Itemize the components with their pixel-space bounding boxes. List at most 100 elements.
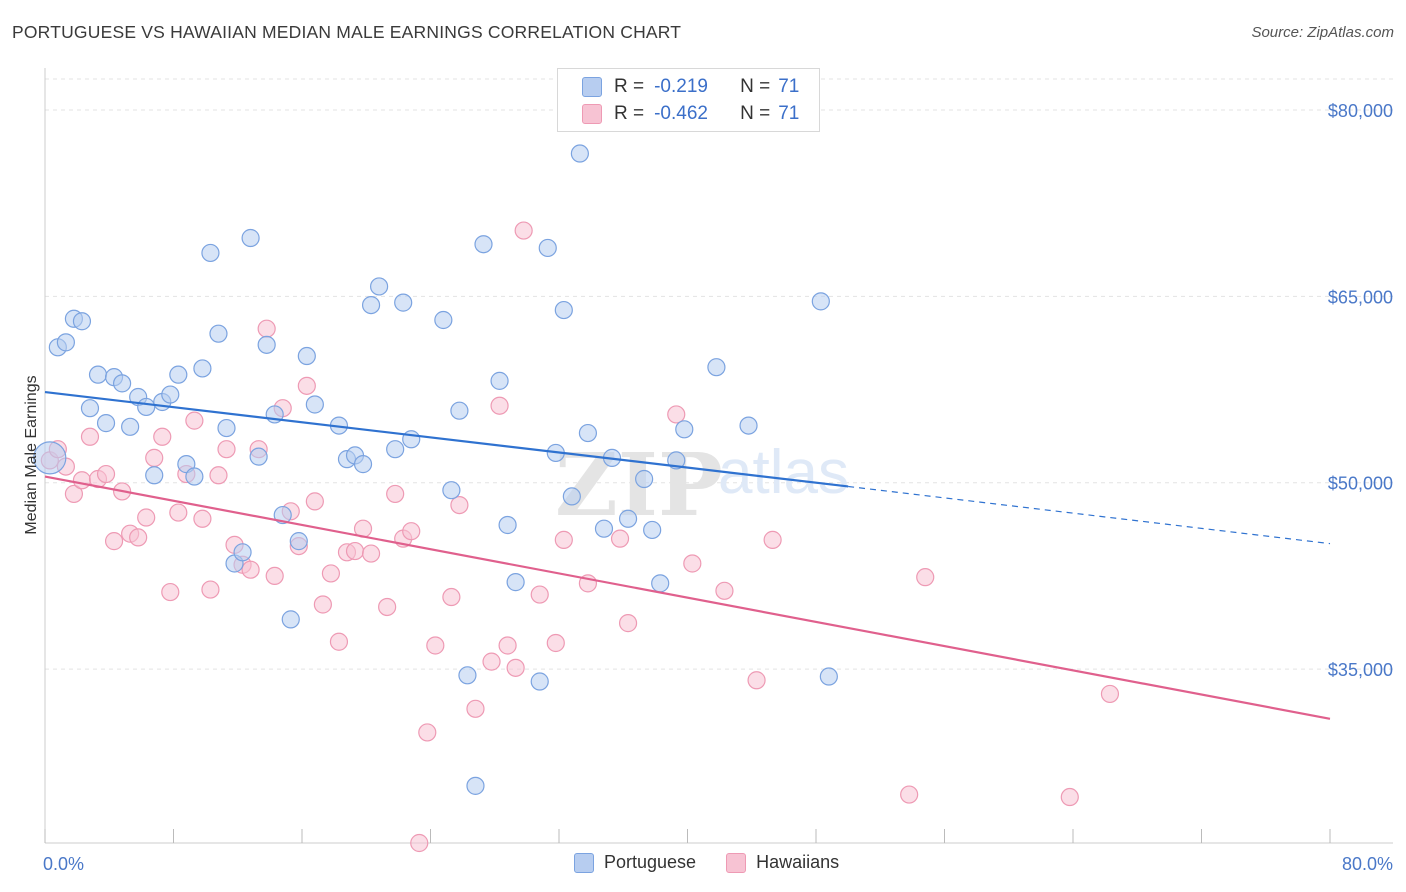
portuguese-point bbox=[450, 401, 469, 420]
trend-lines bbox=[44, 390, 1331, 720]
hawaiians-point bbox=[145, 448, 164, 467]
legend-swatch-hawaiians bbox=[726, 852, 747, 873]
hawaiians-point bbox=[442, 587, 461, 607]
y-tick-label: $50,000 bbox=[1328, 474, 1393, 494]
portuguese-point bbox=[506, 573, 525, 592]
portuguese-point bbox=[530, 672, 549, 691]
hawaiians-point bbox=[900, 785, 919, 804]
portuguese-point bbox=[112, 374, 132, 393]
legend-label-hawaiians: Hawaiians bbox=[756, 852, 840, 872]
x-tick-label-end: 80.0% bbox=[1342, 854, 1393, 874]
hawaiians-point bbox=[345, 541, 365, 561]
portuguese-point bbox=[819, 667, 838, 686]
portuguese-point bbox=[675, 420, 694, 439]
hawaiians-point bbox=[1100, 684, 1120, 704]
portuguese-point bbox=[643, 520, 662, 540]
hawaiians-point bbox=[916, 568, 935, 587]
portuguese-point bbox=[458, 666, 477, 685]
n-value: 71 bbox=[778, 76, 800, 97]
portuguese-point bbox=[635, 469, 654, 489]
portuguese-point bbox=[257, 335, 276, 354]
hawaiians-point bbox=[153, 427, 172, 446]
hawaiians-point bbox=[297, 376, 316, 395]
portuguese-point bbox=[193, 359, 212, 378]
y-tick-labels: $35,000 $50,000 $65,000 $80,000 bbox=[1328, 101, 1393, 680]
portuguese-point bbox=[289, 532, 308, 551]
portuguese-trend-extension bbox=[848, 485, 1331, 545]
hawaiians-point bbox=[64, 484, 84, 504]
hawaiians-point bbox=[683, 554, 702, 573]
source-label: Source: ZipAtlas.com bbox=[1251, 24, 1394, 41]
hawaiians-point bbox=[514, 221, 533, 240]
hawaiians-point bbox=[450, 496, 469, 515]
hawaiians-point bbox=[554, 530, 573, 549]
legend-item-portuguese[interactable]: Portuguese bbox=[574, 852, 696, 873]
portuguese-point bbox=[562, 487, 581, 506]
portuguese-point bbox=[217, 418, 236, 438]
portuguese-point bbox=[707, 358, 726, 377]
r-label: R = bbox=[614, 103, 645, 124]
hawaiians-point bbox=[546, 633, 565, 653]
series-hawaiians-points bbox=[40, 221, 1120, 853]
portuguese-point bbox=[498, 515, 517, 535]
r-value: -0.219 bbox=[654, 76, 708, 97]
y-tick-label: $65,000 bbox=[1328, 287, 1393, 307]
portuguese-point bbox=[145, 466, 164, 485]
hawaiians-point bbox=[610, 529, 630, 548]
portuguese-point bbox=[169, 365, 188, 384]
portuguese-point bbox=[121, 417, 140, 436]
hawaiians-point bbox=[201, 580, 220, 599]
hawaiians-point bbox=[386, 484, 405, 504]
portuguese-point bbox=[241, 228, 260, 248]
hawaiians-point bbox=[321, 564, 341, 583]
r-value: -0.462 bbox=[654, 103, 708, 124]
portuguese-point bbox=[305, 395, 324, 414]
portuguese-point bbox=[466, 776, 485, 795]
hawaiians-point bbox=[265, 566, 284, 586]
hawaiians-point bbox=[410, 833, 429, 853]
hawaiians-point bbox=[466, 699, 485, 718]
legend-label-portuguese: Portuguese bbox=[604, 852, 697, 872]
legend-item-hawaiians[interactable]: Hawaiians bbox=[726, 852, 839, 873]
portuguese-point bbox=[161, 385, 180, 404]
r-label: R = bbox=[614, 76, 645, 97]
watermark-atlas: atlas bbox=[718, 438, 849, 507]
hawaiians-point bbox=[482, 652, 501, 671]
portuguese-point bbox=[394, 293, 413, 312]
legend-swatch-hawaiians bbox=[582, 104, 602, 124]
portuguese-point bbox=[370, 277, 389, 296]
correlation-legend: R = -0.219 N = 71 R = -0.462 N = 71 bbox=[557, 68, 820, 132]
hawaiians-point bbox=[193, 509, 212, 528]
portuguese-point bbox=[249, 447, 268, 466]
hawaiians-point bbox=[667, 405, 686, 424]
series-legend: Portuguese Hawaiians bbox=[574, 852, 869, 873]
hawaiians-point bbox=[161, 582, 180, 602]
n-value: 71 bbox=[778, 103, 800, 124]
portuguese-point bbox=[56, 333, 75, 352]
legend-row-hawaiians: R = -0.462 N = 71 bbox=[582, 102, 799, 126]
series-portuguese-points bbox=[33, 144, 838, 795]
portuguese-point bbox=[233, 543, 252, 562]
portuguese-point bbox=[201, 243, 220, 263]
hawaiians-point bbox=[185, 411, 204, 430]
hawaiians-point bbox=[763, 530, 782, 549]
y-axis-title: Median Male Earnings bbox=[23, 375, 40, 534]
hawaiians-point bbox=[378, 597, 397, 617]
portuguese-point bbox=[297, 346, 316, 366]
portuguese-point bbox=[185, 467, 204, 486]
hawaiians-point bbox=[129, 528, 148, 547]
portuguese-point bbox=[273, 505, 292, 525]
portuguese-point bbox=[353, 455, 373, 474]
hawaiians-point bbox=[169, 503, 188, 522]
hawaiians-point bbox=[257, 319, 276, 338]
hawaiians-point bbox=[313, 595, 332, 614]
hawaiians-point bbox=[618, 614, 638, 633]
hawaiians-point bbox=[715, 581, 734, 600]
hawaiians-point bbox=[217, 440, 236, 459]
watermark: ZIP atlas bbox=[555, 435, 849, 536]
hawaiians-point bbox=[1060, 787, 1079, 807]
portuguese-trend-line bbox=[44, 390, 849, 488]
hawaiians-point bbox=[490, 396, 509, 415]
hawaiians-point bbox=[329, 632, 349, 651]
n-label: N = bbox=[740, 76, 771, 97]
